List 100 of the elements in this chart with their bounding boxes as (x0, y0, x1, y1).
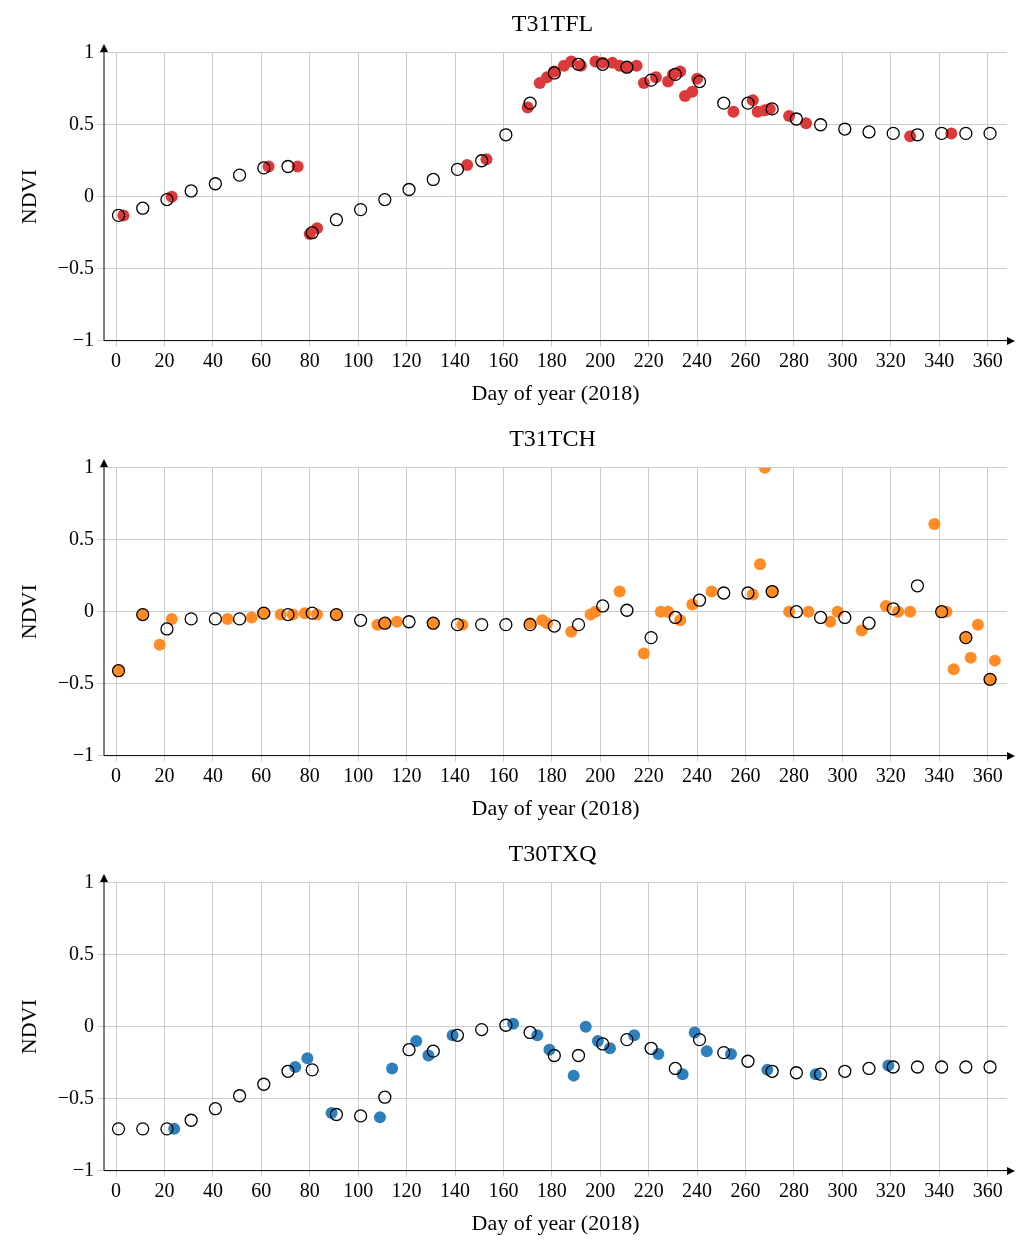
point (165, 612, 178, 625)
point (402, 1043, 416, 1057)
x-tick-label: 140 (440, 348, 471, 371)
x-tick-label: 80 (299, 763, 320, 786)
x-tick-label: 340 (924, 1178, 955, 1201)
point (281, 159, 295, 174)
x-tick-label: 240 (682, 348, 713, 371)
x-tick-label: 260 (730, 763, 761, 786)
x-tick-label: 20 (154, 348, 175, 371)
x-tick-label: 180 (536, 1178, 567, 1201)
chart-title: T31TFL (511, 9, 594, 36)
y-tick-label: 1 (84, 870, 94, 893)
point (692, 1033, 707, 1047)
point (789, 112, 804, 126)
x-tick-label: 0 (111, 348, 122, 371)
point (983, 126, 997, 141)
point (329, 1107, 344, 1122)
x-tick-label: 40 (202, 348, 223, 371)
x-tick-label: 20 (154, 763, 175, 786)
point (111, 1122, 126, 1136)
point (717, 1045, 731, 1060)
y-tick-label: 0.5 (69, 527, 94, 549)
point (596, 599, 610, 613)
point (301, 1052, 314, 1065)
point (603, 1042, 616, 1055)
point (886, 602, 900, 616)
x-axis-title: Day of year (2018) (471, 1209, 640, 1235)
x-tick-label: 280 (778, 1178, 809, 1201)
x-tick-label: 200 (585, 763, 616, 786)
x-tick-label: 320 (875, 763, 906, 786)
point (378, 192, 392, 207)
x-tick-label: 20 (154, 1178, 175, 1201)
point (644, 1041, 658, 1055)
point (644, 630, 658, 645)
point (153, 638, 166, 651)
y-axis-title: NDVI (15, 169, 41, 225)
point (824, 615, 837, 628)
point (910, 579, 925, 593)
point (741, 586, 755, 600)
x-tick-label: 100 (343, 763, 374, 786)
point (232, 1089, 247, 1103)
point (988, 654, 1001, 667)
point (281, 607, 295, 622)
point (571, 1048, 586, 1063)
x-tick-label: 220 (633, 1178, 664, 1201)
point (717, 586, 731, 600)
point (160, 1122, 174, 1136)
point (644, 73, 658, 87)
point (136, 201, 150, 215)
point (668, 610, 682, 625)
y-tick-label: 1 (84, 455, 94, 478)
point (886, 1060, 900, 1074)
point (741, 96, 755, 110)
y-tick-label: 0.5 (69, 112, 94, 134)
point (426, 172, 440, 187)
x-tick-label: 200 (585, 348, 616, 371)
x-tick-label: 300 (827, 1178, 858, 1201)
point (754, 558, 767, 571)
chart-title: T30TXQ (508, 839, 597, 866)
x-tick-label: 40 (202, 763, 223, 786)
point (727, 105, 740, 118)
x-tick-label: 360 (972, 348, 1003, 371)
y-tick-label: −0.5 (57, 670, 94, 693)
y-tick-label: −0.5 (57, 1085, 94, 1108)
point (910, 1060, 925, 1074)
y-tick-label: −0.5 (57, 255, 94, 278)
x-tick-label: 360 (972, 763, 1003, 786)
point (567, 1069, 580, 1082)
point (862, 1061, 876, 1076)
point (450, 618, 465, 632)
x-tick-label: 140 (440, 763, 471, 786)
x-tick-label: 160 (488, 348, 519, 371)
point (184, 184, 198, 198)
x-tick-label: 220 (633, 763, 664, 786)
chart-title: T31TCH (509, 424, 596, 451)
point (783, 110, 796, 123)
x-tick-label: 0 (111, 763, 122, 786)
point (461, 159, 474, 172)
x-axis-title: Day of year (2018) (471, 379, 640, 405)
x-tick-label: 240 (682, 763, 713, 786)
point (221, 612, 234, 625)
x-tick-label: 40 (202, 1178, 223, 1201)
point (184, 612, 198, 626)
x-tick-label: 340 (924, 348, 955, 371)
x-tick-label: 180 (536, 763, 567, 786)
point (475, 618, 489, 632)
point (886, 126, 900, 141)
point (523, 1025, 537, 1040)
x-tick-label: 300 (827, 763, 858, 786)
point (475, 154, 489, 168)
point (571, 618, 586, 632)
y-tick-label: 1 (84, 40, 94, 63)
y-tick-label: −1 (72, 742, 94, 765)
point (668, 1061, 682, 1076)
point (637, 77, 650, 90)
point (329, 213, 344, 227)
point (208, 1102, 223, 1116)
point (620, 603, 634, 617)
point (257, 1077, 271, 1091)
point (637, 647, 650, 660)
